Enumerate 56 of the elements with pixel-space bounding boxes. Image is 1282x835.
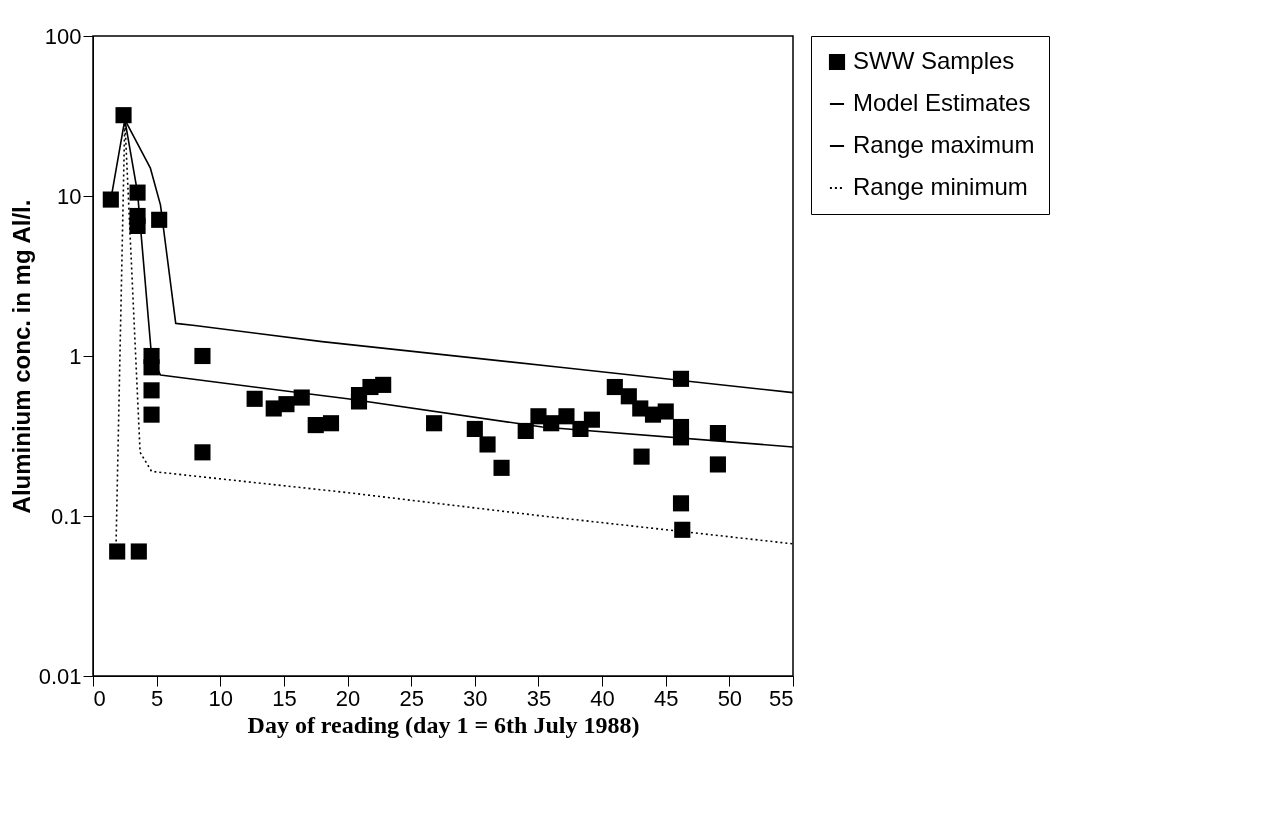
point	[143, 359, 160, 376]
point	[115, 107, 132, 124]
point	[426, 415, 443, 432]
x-tick-label: 50	[717, 685, 743, 711]
point	[194, 347, 211, 365]
y-tick-label: 10	[57, 183, 82, 209]
point	[606, 378, 623, 396]
legend-label: Range maximum	[853, 131, 1035, 158]
x-tick-label: 45	[653, 685, 679, 711]
y-tick-label: 0.1	[50, 503, 82, 529]
point	[620, 388, 637, 405]
point	[633, 448, 650, 465]
point	[672, 495, 690, 512]
point	[278, 396, 295, 413]
point	[674, 521, 691, 538]
point	[102, 191, 119, 208]
point	[558, 408, 575, 425]
point	[293, 389, 310, 406]
x-tick-label: 0	[93, 685, 106, 711]
point	[466, 420, 483, 438]
point	[375, 376, 392, 393]
x-tick-label: 30	[463, 685, 488, 711]
point	[194, 444, 211, 461]
point	[583, 411, 600, 428]
point	[322, 415, 340, 432]
y-tick-label: 0.01	[38, 663, 82, 689]
point	[479, 436, 496, 453]
point	[130, 543, 147, 560]
point	[129, 184, 146, 201]
x-tick-label: 25	[399, 685, 424, 711]
legend-label: SWW Samples	[853, 47, 1015, 74]
legend-label: Range minimum	[853, 173, 1028, 200]
x-tick-label: 40	[590, 685, 615, 711]
legend-label: Model Estimates	[853, 89, 1031, 116]
y-tick-label: 100	[44, 23, 82, 49]
y-tick-label: 1	[69, 343, 82, 369]
point	[657, 403, 674, 420]
x-tick-label: 10	[208, 685, 234, 711]
point	[129, 217, 146, 234]
point	[246, 390, 263, 407]
y-axis-title: Aluminium conc. in mg Al/l.	[7, 199, 35, 514]
point	[143, 406, 160, 423]
x-tick-label: 20	[335, 685, 361, 711]
point	[672, 429, 690, 446]
point	[307, 417, 324, 434]
x-tick-label: 15	[272, 685, 297, 711]
point	[143, 382, 160, 399]
point	[709, 424, 726, 442]
point	[350, 393, 368, 410]
point	[493, 459, 510, 476]
point	[709, 456, 726, 473]
x-tick-label: 5	[151, 685, 164, 711]
x-tick-label: 35	[526, 685, 552, 711]
point	[109, 543, 126, 560]
x-tick-label: 55	[769, 685, 794, 711]
x-axis-title: Day of reading (day 1 = 6th July 1988)	[247, 711, 640, 738]
